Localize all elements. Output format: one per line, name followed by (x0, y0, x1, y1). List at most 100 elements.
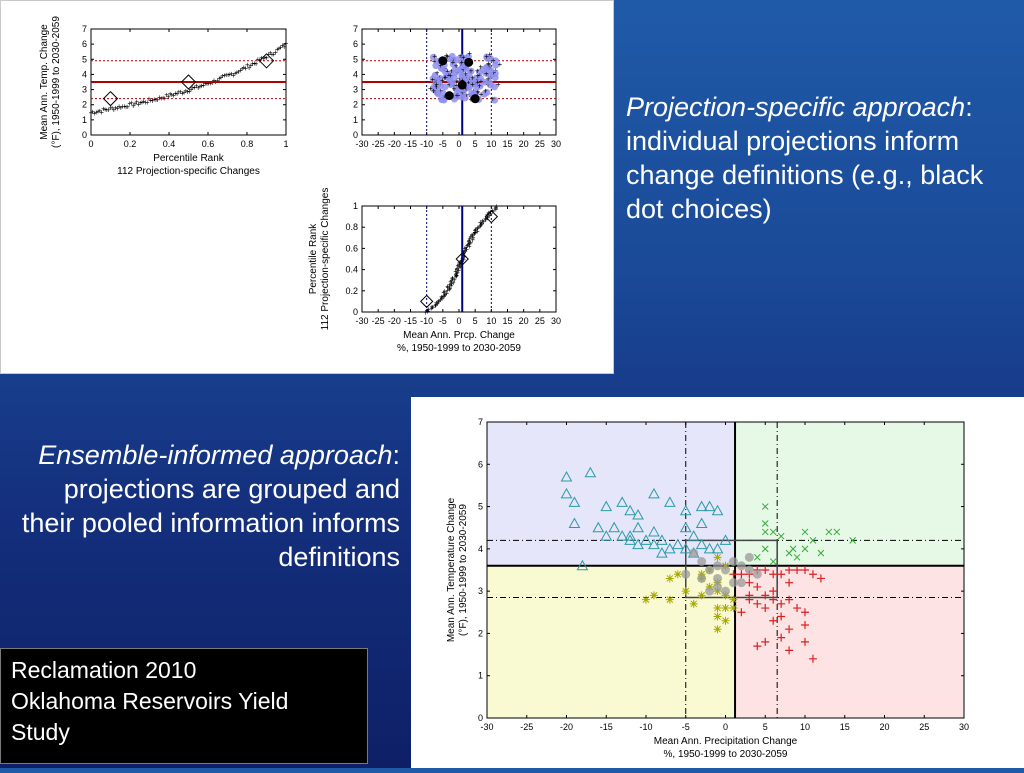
prcp-point: + (442, 287, 447, 296)
cross-point (849, 537, 857, 544)
gray-cluster-point (736, 578, 746, 588)
quadrant-wetter-warmer-bg (735, 422, 964, 566)
ensemble-quadrants-ylabel: Mean Ann. Temperature Change (446, 497, 457, 642)
prcp-point: + (430, 303, 435, 312)
temp-cloud-point: + (487, 61, 492, 70)
temp-point: + (184, 87, 189, 96)
triangle-point (576, 559, 589, 571)
cross-point (817, 549, 825, 557)
temp-point: + (215, 76, 220, 85)
prcp-diamond-marker (419, 294, 434, 309)
star-point (721, 616, 730, 625)
temp-cloud-point: + (435, 68, 440, 77)
caption-projection-specific-text: : individual projections inform change d… (626, 92, 984, 224)
temp-point: + (284, 39, 289, 48)
prcp-point: + (450, 274, 455, 283)
prcp-point: + (467, 236, 472, 245)
star-point (713, 625, 722, 634)
plus-point (785, 595, 794, 604)
temp-point: + (194, 81, 199, 90)
ensemble-quadrants-xtick-label: -10 (639, 722, 652, 732)
cross-point (769, 558, 777, 565)
gray-cluster-point (744, 552, 754, 562)
temp-point: + (120, 102, 125, 111)
temp-percentile-ytick-label: 7 (82, 24, 87, 34)
prcp-point: + (448, 277, 453, 286)
temp-point: + (277, 44, 282, 53)
temp-cloud-point: + (428, 84, 433, 93)
ensemble-quadrants-xtick-label: 20 (879, 722, 889, 732)
temp-point: + (104, 106, 109, 115)
temp-point: + (177, 88, 182, 97)
temp-point: + (157, 93, 162, 102)
temp-point: + (231, 71, 236, 80)
prcp-point: + (469, 238, 474, 247)
temp-cloud-point: + (467, 49, 472, 58)
ensemble-quadrants-xtick-label: 5 (763, 722, 768, 732)
temp-cloud-point: + (451, 58, 456, 67)
prcp-point: + (450, 275, 455, 284)
prcp-diamond-marker (455, 252, 469, 266)
cross-point (761, 520, 769, 527)
triangle-point (632, 508, 644, 520)
prcp-point: + (454, 270, 459, 279)
prcp-cloud-point (491, 83, 499, 91)
prcp-point: + (463, 247, 468, 256)
temp-percentile-ytick-label: 1 (82, 115, 87, 125)
prcp-point: + (423, 308, 428, 317)
temp-point: + (89, 108, 94, 117)
prcp-cloud-point (429, 53, 437, 61)
temp-point: + (143, 98, 148, 107)
temp-percentile-ytick-label: 6 (82, 39, 87, 49)
plus-point (801, 608, 809, 617)
prcp-cloud-point (448, 52, 456, 60)
prcp-point: + (440, 295, 445, 304)
ensemble-quadrants-ytick-label: 3 (478, 586, 483, 596)
black-dot-choice (444, 91, 454, 101)
prcp-point: + (490, 207, 495, 216)
plus-point (777, 633, 786, 642)
temp-point: + (198, 82, 203, 91)
credit-line-3: Study (11, 719, 70, 745)
star-point (713, 553, 722, 562)
plus-point (761, 591, 770, 600)
percentile-vs-prcp-xtick-label: 30 (551, 316, 561, 326)
prcp-point: + (467, 234, 472, 243)
prcp-cloud-point (483, 88, 491, 96)
triangle-point (695, 500, 708, 512)
prcp-point: + (473, 226, 478, 235)
gray-cluster-point (681, 569, 691, 579)
gray-cluster-point (713, 573, 723, 583)
percentile-vs-prcp-ytick-label: 0.2 (345, 286, 358, 296)
temp-cloud-point: + (490, 95, 495, 104)
prcp-point: + (454, 265, 459, 274)
temp-point: + (117, 102, 122, 111)
plus-point (745, 595, 754, 604)
prcp-point: + (449, 276, 454, 285)
ensemble-quadrants-xtick-label: -25 (520, 722, 533, 732)
temp-point: + (191, 84, 196, 93)
temp-cloud-point: + (430, 75, 435, 84)
prcp-point: + (453, 267, 458, 276)
star-point (649, 591, 658, 600)
plus-point (769, 587, 778, 596)
prcp-point: + (451, 278, 456, 287)
temp-vs-prcp-ytick-label: 7 (353, 24, 358, 34)
temp-point: + (261, 54, 266, 63)
temp-percentile-xtick-label: 0.4 (163, 139, 176, 149)
temp-cloud-point: + (477, 82, 482, 91)
plus-point (753, 599, 762, 608)
gray-cluster-point (721, 586, 730, 596)
triangle-point (719, 534, 732, 545)
temp-percentile-ytick-label: 4 (82, 69, 87, 79)
credit-line-2: Oklahoma Reservoirs Yield (11, 688, 289, 714)
temp-vs-prcp-xtick-label: -25 (372, 139, 385, 149)
prcp-point: + (466, 240, 471, 249)
gray-cluster-point (697, 557, 707, 567)
plus-point (761, 604, 770, 613)
gray-cluster-point (736, 561, 746, 571)
temp-percentile-xtick-label: 0.6 (202, 139, 215, 149)
prcp-point: + (425, 306, 430, 315)
triangle-point (648, 487, 660, 499)
percentile-vs-prcp-ytick-label: 1 (353, 201, 358, 211)
